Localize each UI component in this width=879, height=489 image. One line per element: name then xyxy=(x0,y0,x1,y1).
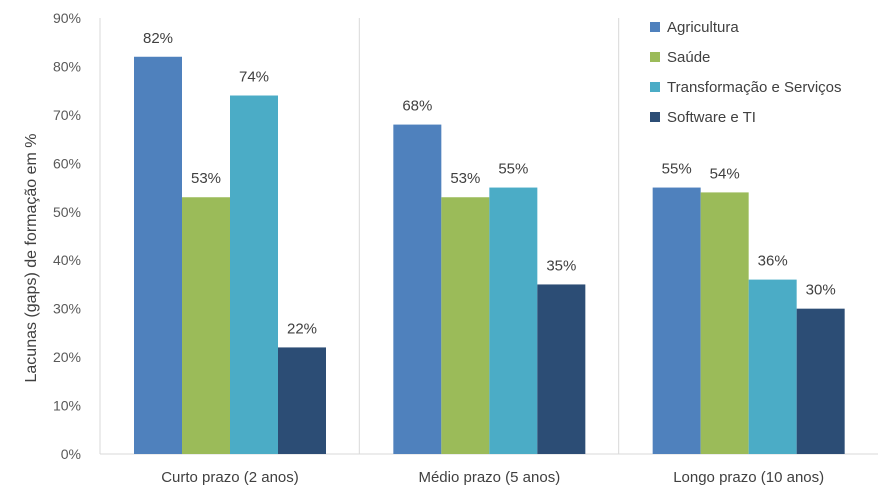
bar xyxy=(134,56,182,454)
data-label: 55% xyxy=(498,161,528,178)
data-label: 68% xyxy=(402,98,432,115)
legend-label: Agricultura xyxy=(667,19,739,36)
data-label: 74% xyxy=(239,69,269,86)
legend-swatch xyxy=(650,52,660,62)
y-tick-label: 10% xyxy=(53,398,81,414)
data-label: 55% xyxy=(662,161,692,178)
y-tick-label: 90% xyxy=(53,10,81,26)
legend-label: Transformação e Serviços xyxy=(667,79,842,96)
bar xyxy=(700,192,749,454)
labels-layer: 82% 53% 74% 22% Curto prazo (2 anos) 68% 53% 55… xyxy=(143,30,836,486)
y-tick-label: 50% xyxy=(53,204,81,220)
y-axis-title: Lacunas (gaps) de formação em % xyxy=(23,133,40,382)
y-tick-label: 70% xyxy=(53,107,81,123)
bars-layer xyxy=(134,56,845,455)
y-tick-label: 0% xyxy=(61,446,81,462)
bar xyxy=(489,187,538,455)
data-label: 36% xyxy=(758,253,788,270)
bar xyxy=(278,347,326,454)
y-tick-label: 80% xyxy=(53,58,81,74)
bar xyxy=(230,95,278,454)
data-label: 22% xyxy=(287,320,317,337)
bar xyxy=(652,187,701,455)
legend: Agricultura Saúde Transformação e Serviços… xyxy=(650,19,842,126)
y-tick-label: 40% xyxy=(53,252,81,268)
data-label: 53% xyxy=(191,170,221,187)
bar xyxy=(796,308,845,454)
category-label: Curto prazo (2 anos) xyxy=(161,469,299,486)
bar xyxy=(182,197,230,454)
data-label: 30% xyxy=(806,282,836,299)
legend-swatch xyxy=(650,112,660,122)
legend-label: Software e TI xyxy=(667,109,756,126)
data-label: 53% xyxy=(450,170,480,187)
category-label: Médio prazo (5 anos) xyxy=(418,469,560,486)
bar xyxy=(748,279,797,454)
legend-swatch xyxy=(650,22,660,32)
data-label: 82% xyxy=(143,30,173,47)
category-label: Longo prazo (10 anos) xyxy=(673,469,824,486)
y-tick-label: 60% xyxy=(53,155,81,171)
bar xyxy=(393,124,442,455)
y-tick-label: 20% xyxy=(53,349,81,365)
bar xyxy=(537,284,586,454)
legend-label: Saúde xyxy=(667,49,710,66)
legend-swatch xyxy=(650,82,660,92)
bar xyxy=(441,197,490,454)
data-label: 54% xyxy=(710,165,740,182)
data-label: 35% xyxy=(546,257,576,274)
y-tick-label: 30% xyxy=(53,301,81,317)
